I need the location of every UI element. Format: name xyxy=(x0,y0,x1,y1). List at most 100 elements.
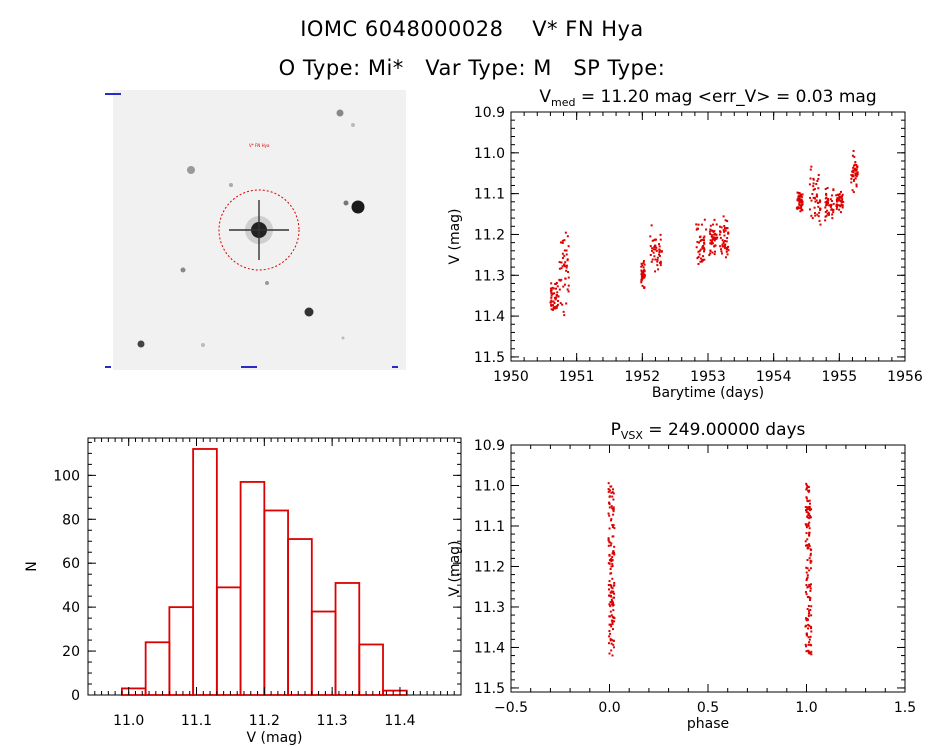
data-point xyxy=(613,545,616,548)
data-point xyxy=(808,527,811,530)
data-point xyxy=(553,302,556,305)
data-point xyxy=(608,527,611,530)
data-point xyxy=(658,245,661,248)
x-tick-label: 1954 xyxy=(756,369,792,385)
data-point xyxy=(841,193,844,196)
y-tick-label: 80 xyxy=(62,512,80,528)
data-point xyxy=(837,204,840,207)
data-point xyxy=(643,276,646,279)
data-point xyxy=(809,177,812,180)
x-tick-label: 1.0 xyxy=(795,700,817,716)
y-tick-label: 100 xyxy=(53,468,80,484)
data-point xyxy=(655,238,658,241)
data-point xyxy=(805,488,808,491)
data-point xyxy=(613,617,616,620)
data-point xyxy=(808,624,811,627)
data-point xyxy=(807,516,810,519)
data-point xyxy=(805,497,808,500)
star-field-thumbnail: V* FN Hya xyxy=(103,90,406,370)
data-point xyxy=(808,489,811,492)
data-point xyxy=(805,482,808,485)
data-point xyxy=(806,544,809,547)
data-point xyxy=(816,201,819,204)
data-point xyxy=(703,239,706,242)
data-point xyxy=(724,244,727,247)
data-point xyxy=(640,273,643,276)
data-point xyxy=(656,258,659,261)
data-point xyxy=(808,521,811,524)
data-point xyxy=(550,303,553,306)
data-point xyxy=(699,260,702,263)
data-point xyxy=(611,556,614,559)
data-point xyxy=(608,562,611,565)
data-point xyxy=(810,508,813,511)
data-point xyxy=(710,242,713,245)
data-point xyxy=(656,260,659,263)
data-point xyxy=(809,515,812,518)
data-point xyxy=(810,614,813,617)
data-point xyxy=(659,238,662,241)
data-point xyxy=(721,245,724,248)
data-point xyxy=(812,196,815,199)
data-point xyxy=(807,490,810,493)
data-point xyxy=(825,204,828,207)
data-point xyxy=(703,235,706,238)
data-point xyxy=(550,308,553,311)
data-point xyxy=(826,186,829,189)
data-point xyxy=(800,194,803,197)
data-point xyxy=(799,210,802,213)
data-point xyxy=(566,258,569,261)
data-point xyxy=(809,509,812,512)
data-point xyxy=(818,199,821,202)
data-point xyxy=(798,199,801,202)
data-point xyxy=(722,228,725,231)
data-point xyxy=(808,583,811,586)
data-point xyxy=(856,171,859,174)
y-tick-label: 10.9 xyxy=(474,438,505,454)
data-point xyxy=(552,287,555,290)
data-point xyxy=(804,506,807,509)
y-tick-label: 10.9 xyxy=(474,105,505,121)
data-point xyxy=(807,489,810,492)
data-point xyxy=(610,619,613,622)
data-point xyxy=(809,626,812,629)
data-point xyxy=(612,646,615,649)
data-point xyxy=(713,250,716,253)
data-point xyxy=(852,169,855,172)
field-star xyxy=(341,336,345,340)
data-point xyxy=(723,246,726,249)
data-point xyxy=(552,304,555,307)
data-point xyxy=(608,495,611,498)
data-point xyxy=(805,617,808,620)
y-tick-label: 11.2 xyxy=(474,227,505,243)
data-point xyxy=(824,215,827,218)
histogram-bar xyxy=(263,509,289,696)
y-axis-label: V (mag) xyxy=(447,208,463,264)
data-point xyxy=(835,206,838,209)
data-point xyxy=(642,272,645,275)
data-point xyxy=(805,650,808,653)
data-point xyxy=(611,591,614,594)
data-point xyxy=(655,249,658,252)
data-point xyxy=(608,629,611,632)
data-point xyxy=(608,506,611,509)
data-point xyxy=(553,296,556,299)
data-point xyxy=(611,507,614,510)
thumbnail-label-mark xyxy=(105,93,121,95)
data-point xyxy=(805,645,808,648)
data-point xyxy=(611,621,614,624)
data-point xyxy=(703,258,706,261)
data-point xyxy=(718,230,721,233)
data-point xyxy=(553,306,556,309)
data-point xyxy=(829,205,832,208)
data-point xyxy=(608,514,611,517)
data-point xyxy=(807,612,810,615)
data-point xyxy=(805,510,808,513)
data-point xyxy=(809,561,812,564)
data-point xyxy=(567,270,570,273)
data-point xyxy=(642,261,645,264)
data-point xyxy=(703,241,706,244)
data-point xyxy=(612,498,615,501)
data-point xyxy=(607,544,610,547)
data-point xyxy=(608,559,611,562)
